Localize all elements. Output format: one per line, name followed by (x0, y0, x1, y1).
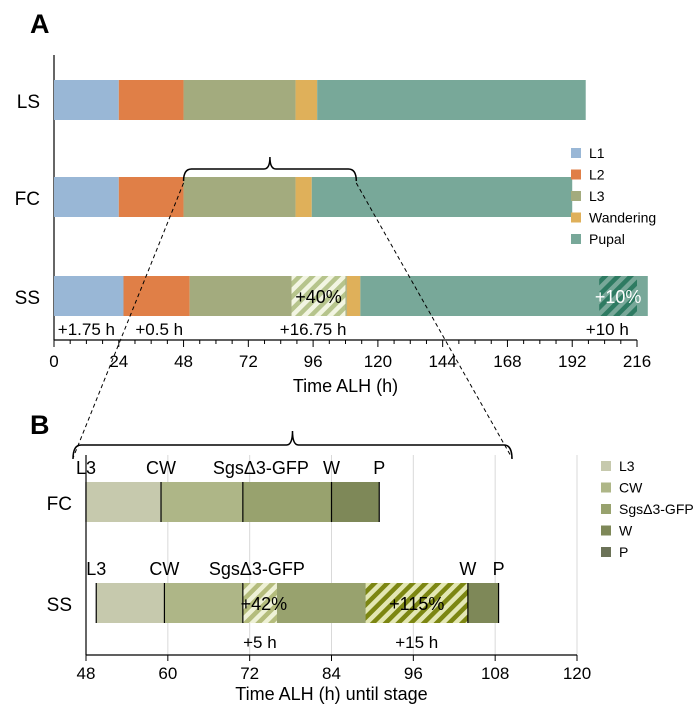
a-legend-label-l3: L3 (589, 188, 605, 204)
b-stage-label-ss-w: W (459, 559, 476, 579)
b-delay-label-2: +15 h (395, 633, 438, 652)
a-bar-ls-wandering (295, 80, 318, 120)
b-row-label-fc: FC (47, 494, 72, 515)
a-row-label-fc: FC (15, 189, 40, 210)
a-bar-fc-wandering (295, 177, 312, 217)
b-legend-swatch-p (601, 547, 611, 557)
a-bar-fc-pupal (311, 177, 573, 217)
panel-letter-b: B (30, 410, 50, 440)
a-delay-label-1: +1.75 h (58, 320, 115, 339)
b-legend-label-l3: L3 (619, 458, 635, 474)
a-bar-ss-l1 (54, 276, 124, 316)
b-x-tick-label-60: 60 (158, 664, 177, 683)
b-legend-label-cw: CW (619, 480, 643, 496)
b-stage-label-fc-cw: CW (146, 458, 176, 478)
b-legend-label-p: P (619, 544, 628, 560)
b-stage-label-ss-cw: CW (149, 559, 179, 579)
a-hatch-extension-2 (599, 276, 637, 316)
a-hatch-label-1: +40% (295, 287, 342, 307)
a-row-label-ss: SS (15, 288, 40, 309)
b-brace (72, 430, 513, 460)
b-bar-ss-l3 (96, 583, 165, 623)
a-legend-label-l2: L2 (589, 167, 605, 183)
a-x-tick-label-216: 216 (623, 352, 651, 371)
b-row-label-ss: SS (47, 595, 72, 616)
a-x-tick-label-48: 48 (174, 352, 193, 371)
panel-letter-a: A (30, 9, 50, 39)
b-bar-fc-w (331, 482, 380, 522)
a-legend-swatch-l3 (571, 191, 581, 201)
a-x-tick-label-0: 0 (49, 352, 58, 371)
a-bar-fc-l2 (118, 177, 184, 217)
zoom-connector-right (355, 182, 513, 459)
a-x-axis-title: Time ALH (h) (293, 376, 398, 396)
a-legend-swatch-l2 (571, 169, 581, 180)
b-bar-fc-sgs-3-gfp (242, 482, 332, 522)
b-stage-label-fc-l3: L3 (76, 458, 96, 478)
b-stage-label-ss-p: P (493, 559, 505, 579)
b-hatch-extension-2 (365, 583, 468, 623)
a-delay-label-2: +0.5 h (135, 320, 183, 339)
b-delay-label-1: +5 h (243, 633, 277, 652)
a-x-tick-label-192: 192 (558, 352, 586, 371)
b-x-tick-label-72: 72 (240, 664, 259, 683)
a-bar-ls-l2 (118, 80, 184, 120)
a-x-tick-label-24: 24 (109, 352, 128, 371)
b-stage-label-fc-sgs-3-gfp: SgsΔ3-GFP (213, 458, 309, 478)
a-bar-ls-l3 (183, 80, 296, 120)
b-x-tick-label-108: 108 (481, 664, 509, 683)
b-hatch-label-1: +42% (241, 594, 288, 614)
b-legend-swatch-l3 (601, 461, 611, 471)
b-stage-label-fc-p: P (373, 458, 385, 478)
a-delay-label-4: +10 h (586, 320, 629, 339)
a-bar-ls-pupal (317, 80, 586, 120)
a-bar-fc-l3 (183, 177, 296, 217)
zoom-connectors (72, 182, 513, 459)
b-x-tick-label-48: 48 (77, 664, 96, 683)
b-legend-swatch-sgs-3-gfp (601, 504, 611, 514)
a-row-label-ls: LS (17, 92, 40, 113)
a-delay-label-3: +16.75 h (280, 320, 347, 339)
b-legend-label-sgs-3-gfp: SgsΔ3-GFP (619, 501, 694, 517)
b-hatch-extension-1 (242, 583, 277, 623)
b-stage-label-fc-w: W (323, 458, 340, 478)
panel-b-chart: L3 CW SgsΔ3-GFP W PL3 CW SgsΔ3-GFP W P+42% +115%+… (47, 430, 694, 704)
b-bar-fc-cw (161, 482, 243, 522)
b-legend-swatch-cw (601, 482, 611, 493)
b-x-tick-label-96: 96 (404, 664, 423, 683)
a-legend-swatch-l1 (571, 148, 581, 158)
a-hatch-label-2: +10% (595, 287, 642, 307)
a-x-tick-label-144: 144 (428, 352, 456, 371)
a-bar-ls-l1 (54, 80, 119, 120)
b-x-tick-label-84: 84 (322, 664, 341, 683)
b-stage-label-ss-sgs-3-gfp: SgsΔ3-GFP (209, 559, 305, 579)
b-legend-label-w: W (619, 523, 633, 539)
a-bar-ss-wandering (346, 276, 361, 316)
b-x-tick-label-120: 120 (563, 664, 591, 683)
b-hatch-label-2: +115% (389, 594, 444, 614)
a-brace (182, 156, 358, 182)
b-bar-ss-w (467, 583, 499, 623)
b-x-axis-title: Time ALH (h) until stage (235, 684, 427, 704)
a-bar-ss-l2 (123, 276, 190, 316)
a-legend-swatch-wandering (571, 212, 581, 223)
a-x-tick-label-96: 96 (304, 352, 323, 371)
b-stage-label-ss-l3: L3 (86, 559, 106, 579)
a-bar-fc-l1 (54, 177, 119, 217)
a-legend-swatch-pupal (571, 234, 581, 244)
a-legend-label-l1: L1 (589, 145, 605, 161)
a-x-tick-label-168: 168 (493, 352, 521, 371)
zoom-connector-left (72, 182, 185, 459)
a-x-tick-label-120: 120 (364, 352, 392, 371)
b-bar-fc-l3 (86, 482, 162, 522)
panel-a-chart: LS FC SS +40% +10% +1.75 h +0.5 h +16.75 h +10 h… (15, 55, 656, 396)
a-legend-label-wandering: Wandering (589, 210, 656, 226)
b-legend-swatch-w (601, 525, 611, 536)
a-hatch-extension-1 (291, 276, 346, 316)
a-legend-label-pupal: Pupal (589, 231, 625, 247)
a-x-tick-label-72: 72 (239, 352, 258, 371)
